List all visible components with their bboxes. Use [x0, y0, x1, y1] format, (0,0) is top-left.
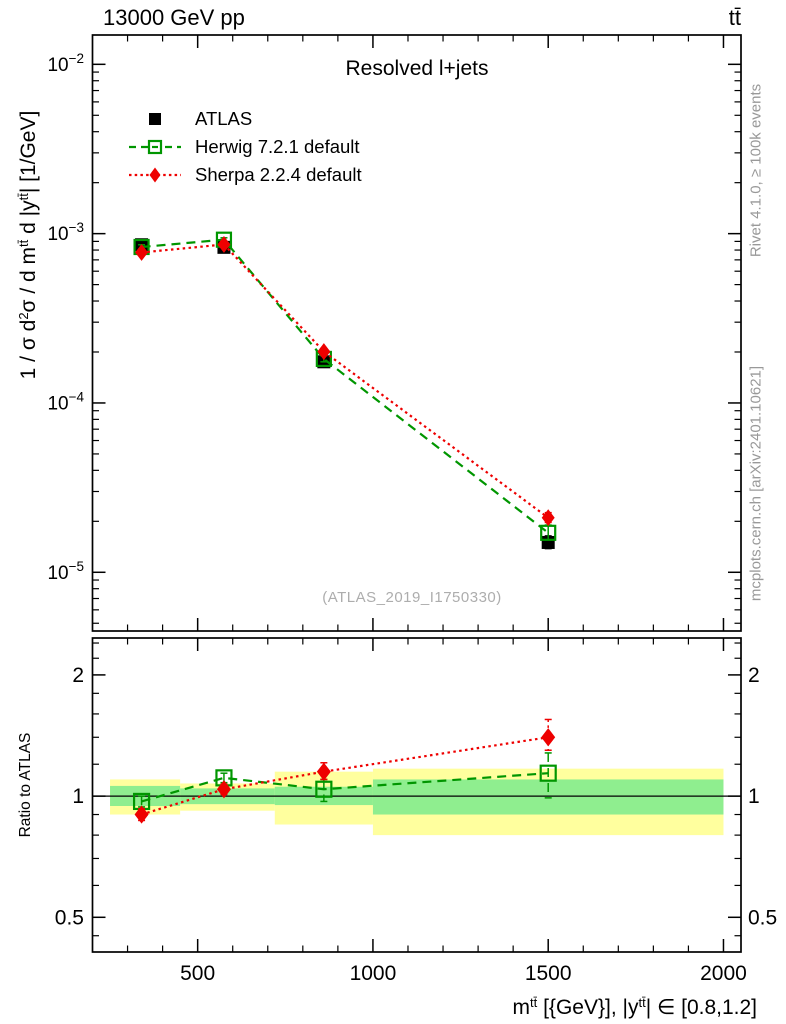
y-axis-tick-label: 10−5 [47, 559, 84, 584]
ratio-tick-label-right: 1 [748, 785, 760, 808]
data-point [539, 764, 557, 782]
data-point [135, 244, 149, 261]
main-series-sherpa [135, 236, 555, 527]
ratio-series-herwig [132, 752, 557, 811]
tick-labels: 10−2 10−3 10−4 10−5 0.5 0.5 1 1 2 2 500 1000 1500 200… [47, 51, 777, 985]
sherpa-marker-icon [127, 166, 183, 184]
herwig-marker-icon [127, 138, 183, 156]
data-point [315, 780, 333, 798]
legend-label: Herwig 7.2.1 default [195, 136, 360, 157]
mcplots-arxiv-note: mcplots.cern.ch [arXiv:2401.10621] [747, 365, 765, 602]
beam-energy-label: 13000 GeV pp [103, 5, 245, 30]
plot-title: Resolved l+jets [345, 57, 489, 80]
legend-item-sherpa: Sherpa 2.2.4 default [127, 161, 362, 189]
analysis-watermark: (ATLAS_2019_I1750330) [322, 589, 502, 606]
process-label: tt̄ [728, 5, 741, 30]
legend-label: Sherpa 2.2.4 default [195, 164, 362, 185]
y-axis-tick-label: 10−4 [47, 389, 84, 414]
x-axis-tick-label: 2000 [700, 962, 747, 985]
data-point [217, 236, 231, 253]
axis-ticks [92, 35, 741, 952]
x-axis-tick-label: 500 [180, 962, 215, 985]
rivet-version-note: Rivet 4.1.0, ≥ 100k events [747, 83, 765, 258]
x-axis-tick-label: 1000 [350, 962, 397, 985]
main-series-herwig [133, 231, 557, 541]
data-point [134, 805, 149, 824]
ratio-tick-label-left: 2 [72, 664, 84, 687]
ratio-tick-label-left: 0.5 [55, 906, 84, 929]
legend-item-herwig: Herwig 7.2.1 default [127, 133, 362, 161]
ratio-axis-label: Ratio to ATLAS [17, 732, 34, 838]
atlas-marker-icon [127, 110, 183, 128]
ratio-frame [91, 637, 742, 953]
ratio-tick-label-right: 0.5 [748, 906, 777, 929]
main-series-atlas [135, 238, 555, 550]
x-axis-label: mtt̄ [{GeV}], |ytt̄| ∈ [0.8,1.2] [512, 995, 757, 1019]
y-axis-label: 1 / σ d2σ / d mtt̄ d |ytt̄| [1/GeV] [16, 110, 40, 380]
data-point [216, 780, 231, 799]
ratio-uncertainty-bands [110, 768, 724, 836]
data-point [541, 728, 556, 747]
ratio-tick-label-left: 1 [72, 785, 84, 808]
legend-item-atlas: ATLAS [127, 105, 362, 133]
main-frame [91, 34, 742, 632]
legend-label: ATLAS [195, 108, 253, 129]
y-axis-tick-label: 10−3 [47, 220, 84, 245]
ratio-series-sherpa [134, 718, 556, 824]
y-axis-tick-label: 10−2 [47, 51, 84, 76]
data-point [317, 343, 331, 361]
ratio-tick-label-right: 2 [748, 664, 760, 687]
data-point [316, 762, 331, 781]
x-axis-tick-label: 1500 [525, 962, 572, 985]
legend: ATLAS Herwig 7.2.1 default Sherpa 2.2.4 … [127, 105, 362, 189]
data-point [541, 509, 555, 527]
